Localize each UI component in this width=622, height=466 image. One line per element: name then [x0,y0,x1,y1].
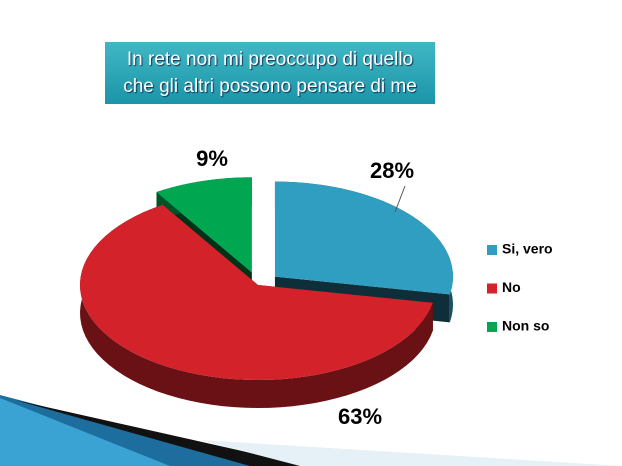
pie: 9% 28% 63% [80,146,453,429]
slice-top [80,204,433,380]
legend-swatch [487,245,497,255]
legend-label: Si, vero [502,241,553,257]
chart-title: In rete non mi preoccupo di quello che g… [105,42,435,104]
slice-top [156,177,252,273]
decor [0,398,170,466]
legend-label: Non so [502,318,549,334]
decor [200,440,622,466]
legend-label: No [502,279,521,295]
legend-swatch [487,283,497,294]
data-label: 9% [196,146,228,171]
pie-slice [80,204,433,408]
leader-line [394,185,406,213]
legend: Si, vero No Non so [487,241,553,334]
data-label: 28% [370,158,414,183]
slice-top [274,181,453,295]
legend-swatch [487,322,497,332]
data-label: 63% [338,404,382,429]
